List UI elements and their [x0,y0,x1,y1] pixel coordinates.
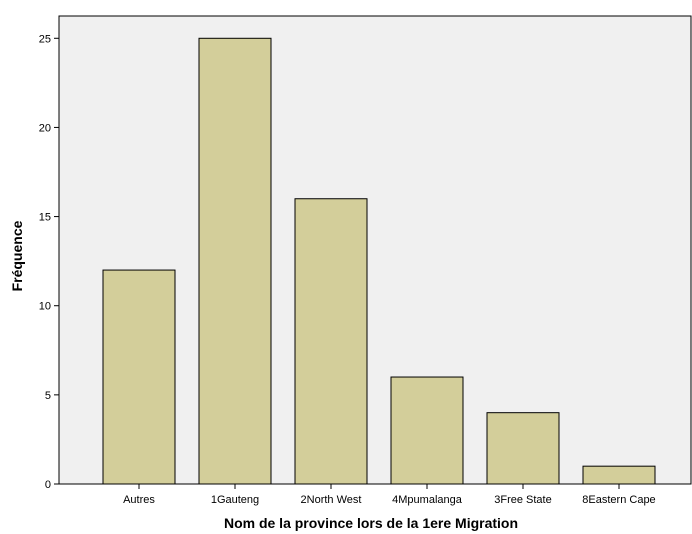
bar-4 [486,412,560,485]
bar-3 [390,376,464,485]
y-tick-label-1: 5 [45,390,51,402]
x-tick-label-1: 1Gauteng [211,494,259,506]
y-tick-label-0: 0 [45,479,51,491]
x-tick-label-5: 8Eastern Cape [582,494,655,506]
bar-1 [198,37,272,485]
y-tick-label-3: 15 [39,212,51,224]
y-tick-label-5: 25 [39,33,51,45]
y-axis: 0 5 10 15 20 25 [39,33,59,491]
bar-5 [582,465,656,485]
x-tick-label-0: Autres [123,494,155,506]
x-axis: Autres 1Gauteng 2North West 4Mpumalanga 3Fre… [123,484,656,506]
y-axis-title: Fréquence [9,220,25,291]
x-tick-label-3: 4Mpumalanga [392,494,463,506]
x-tick-label-2: 2North West [301,494,362,506]
x-axis-title: Nom de la province lors de la 1ere Migra… [224,515,518,531]
bar-2 [294,198,368,485]
y-tick-label-2: 10 [39,301,51,313]
y-tick-label-4: 20 [39,122,51,134]
bar-0 [102,269,176,485]
x-tick-label-4: 3Free State [494,494,551,506]
bars-group [102,37,656,485]
